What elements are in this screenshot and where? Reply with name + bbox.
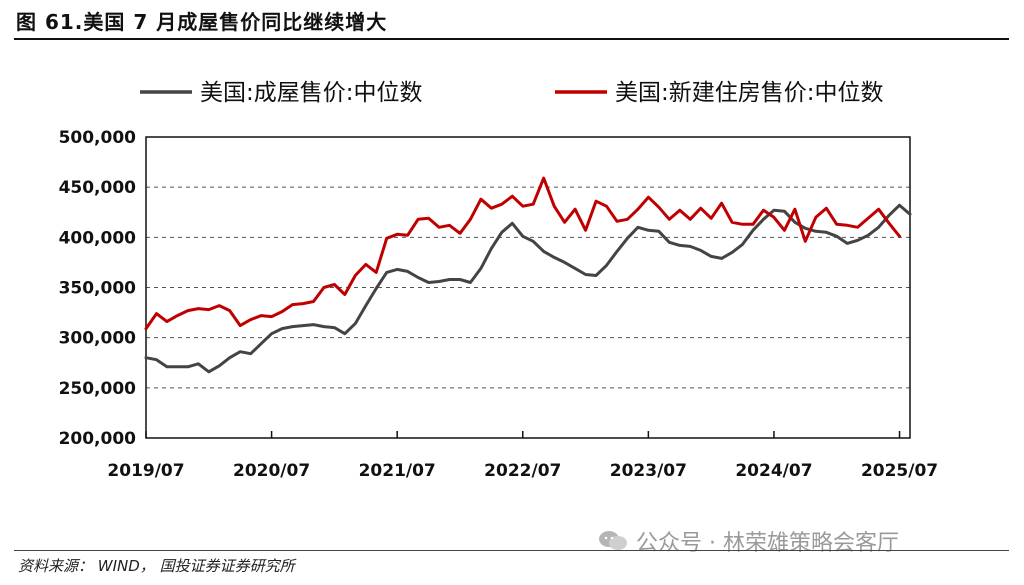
wechat-icon [599, 531, 627, 550]
watermark-text: 公众号 · 林荣雄策略会客厅 [636, 531, 899, 556]
y-tick-label: 250,000 [59, 379, 137, 399]
legend: 美国:成屋售价:中位数 美国:新建住房售价:中位数 [140, 80, 884, 106]
legend-label-1: 美国:成屋售价:中位数 [200, 80, 423, 106]
series-line-1 [144, 203, 912, 374]
y-tick-label: 200,000 [59, 429, 137, 449]
x-tick-label: 2023/07 [610, 461, 687, 481]
grid-lines [146, 186, 910, 389]
x-tick-label: 2019/07 [107, 461, 184, 481]
chart-title: 图 61.美国 7 月成屋售价同比继续增大 [16, 10, 388, 34]
y-axis-labels: 200,000 250,000 300,000 350,000 400,000 450,0… [59, 128, 137, 449]
plot-frame [145, 136, 911, 439]
x-tick-label: 2020/07 [233, 461, 310, 481]
bottom-rule [14, 550, 1009, 551]
y-tick-label: 450,000 [59, 178, 137, 198]
series-line-2 [144, 176, 901, 331]
watermark: 公众号 · 林荣雄策略会客厅 [598, 525, 899, 557]
y-tick-label: 300,000 [59, 329, 137, 349]
y-tick-label: 500,000 [59, 128, 137, 148]
x-tick-label: 2022/07 [484, 461, 561, 481]
line-chart: 美国:成屋售价:中位数 美国:新建住房售价:中位数 200,000 250,000 3… [59, 80, 939, 481]
x-axis-labels: 2019/07 2020/07 2021/07 2022/07 2023/07 2024/… [107, 461, 938, 481]
x-tick-label: 2021/07 [359, 461, 436, 481]
top-rule [14, 38, 1009, 40]
x-tick-label: 2024/07 [735, 461, 812, 481]
y-tick-label: 400,000 [59, 228, 137, 248]
x-tick-label: 2025/07 [861, 461, 938, 481]
x-axis-ticks [145, 431, 901, 438]
legend-label-2: 美国:新建住房售价:中位数 [615, 80, 884, 106]
source-note: 资料来源： WIND， 国投证券证券研究所 [18, 557, 295, 575]
series-lines [144, 176, 912, 374]
y-tick-label: 350,000 [59, 279, 137, 299]
